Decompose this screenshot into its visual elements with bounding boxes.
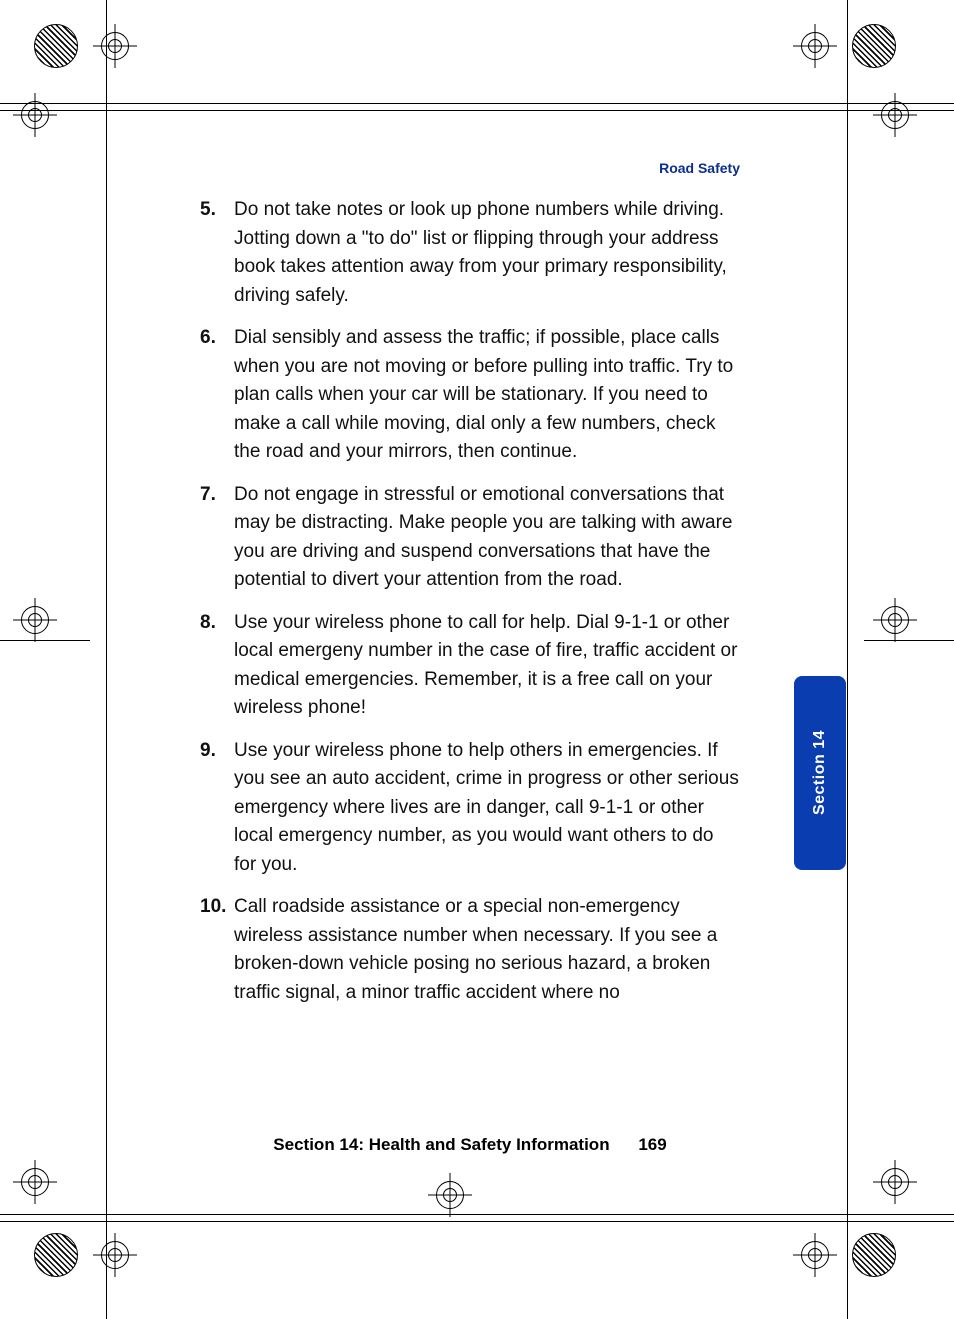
list-item-text: Dial sensibly and assess the traffic; if…	[234, 324, 740, 467]
registration-mark-icon	[13, 598, 57, 642]
numbered-list: 5.Do not take notes or look up phone num…	[200, 196, 740, 1007]
list-item-text: Do not engage in stressful or emotional …	[234, 481, 740, 595]
crop-rule	[0, 1214, 954, 1215]
hatch-disc-icon	[852, 24, 896, 68]
crop-rule	[847, 0, 848, 1319]
crop-rule	[106, 0, 107, 1319]
registration-mark-icon	[793, 24, 837, 68]
page-footer: Section 14: Health and Safety Informatio…	[200, 1135, 740, 1155]
footer-section-title: Section 14: Health and Safety Informatio…	[273, 1135, 609, 1154]
list-item-number: 9.	[200, 737, 234, 880]
hatch-disc-icon	[34, 24, 78, 68]
section-tab-label: Section 14	[811, 730, 829, 815]
registration-mark-icon	[793, 1233, 837, 1277]
list-item-text: Call roadside assistance or a special no…	[234, 893, 740, 1007]
content-block: Road Safety 5.Do not take notes or look …	[200, 160, 740, 1021]
footer-page-number: 169	[638, 1135, 666, 1154]
list-item: 6.Dial sensibly and assess the traffic; …	[200, 324, 740, 467]
hatch-disc-icon	[852, 1233, 896, 1277]
registration-mark-icon	[13, 93, 57, 137]
hatch-disc-icon	[34, 1233, 78, 1277]
crop-rule	[0, 110, 954, 111]
registration-mark-icon	[428, 1173, 472, 1217]
registration-mark-icon	[873, 1160, 917, 1204]
page: Road Safety 5.Do not take notes or look …	[0, 0, 954, 1319]
registration-mark-icon	[93, 1233, 137, 1277]
section-tab: Section 14	[794, 676, 846, 870]
list-item: 9.Use your wireless phone to help others…	[200, 737, 740, 880]
list-item-number: 10.	[200, 893, 234, 1007]
list-item-number: 8.	[200, 609, 234, 723]
list-item-text: Do not take notes or look up phone numbe…	[234, 196, 740, 310]
list-item-text: Use your wireless phone to help others i…	[234, 737, 740, 880]
list-item: 7.Do not engage in stressful or emotiona…	[200, 481, 740, 595]
list-item: 10.Call roadside assistance or a special…	[200, 893, 740, 1007]
crop-rule	[0, 103, 954, 104]
list-item-text: Use your wireless phone to call for help…	[234, 609, 740, 723]
list-item-number: 5.	[200, 196, 234, 310]
registration-mark-icon	[873, 598, 917, 642]
registration-mark-icon	[93, 24, 137, 68]
running-head: Road Safety	[659, 160, 740, 176]
list-item: 8.Use your wireless phone to call for he…	[200, 609, 740, 723]
crop-rule	[0, 1221, 954, 1222]
registration-mark-icon	[873, 93, 917, 137]
registration-mark-icon	[13, 1160, 57, 1204]
list-item-number: 6.	[200, 324, 234, 467]
list-item: 5.Do not take notes or look up phone num…	[200, 196, 740, 310]
list-item-number: 7.	[200, 481, 234, 595]
